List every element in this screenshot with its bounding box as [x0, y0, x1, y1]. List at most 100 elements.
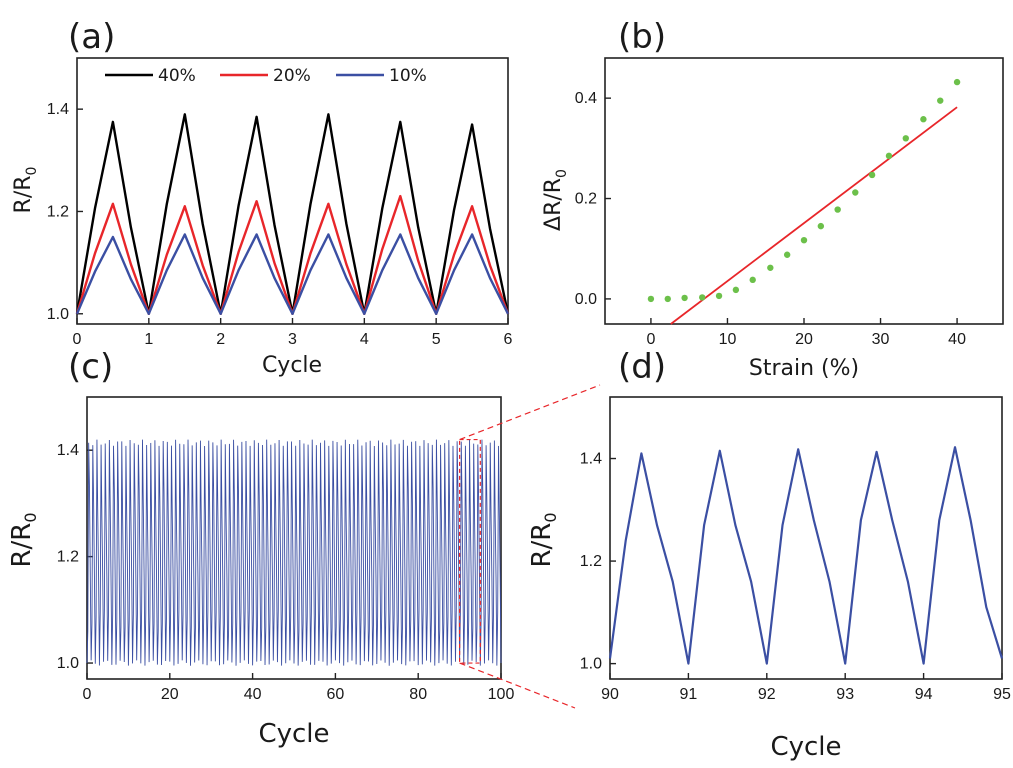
panel-a-x-label: Cycle	[262, 353, 322, 378]
panel-c-y-label: R/R0	[7, 512, 40, 567]
data-point	[749, 276, 756, 284]
panel-b-y-label: ΔR/R0	[541, 169, 570, 231]
panel-c-x-label: Cycle	[258, 719, 329, 749]
y-tick-label: 0.2	[575, 191, 597, 208]
panel-a-y-axis: 1.0 1.2 1.4	[47, 101, 83, 323]
series-line-zoom	[608, 446, 1004, 665]
y-tick-label: 1.0	[580, 656, 602, 673]
x-tick-label: 95	[993, 686, 1011, 703]
panel-c: (c) 0 20 40 60 80 100 1.0 1.2 1.4 Cycle R/R0	[7, 347, 514, 749]
x-tick-label: 100	[488, 686, 515, 703]
x-tick-label: 93	[836, 686, 854, 703]
data-point	[783, 251, 791, 258]
x-tick-label: 0	[83, 686, 92, 703]
zoom-rect	[459, 438, 481, 664]
panel-b-y-axis: 0.0 0.2 0.4	[575, 90, 611, 308]
data-point	[920, 116, 927, 123]
legend-label-10: 10%	[389, 66, 427, 86]
series-line-10%	[75, 233, 510, 315]
x-tick-label: 3	[288, 331, 297, 348]
x-tick-label: 92	[758, 686, 776, 703]
zoom-connector-bottom	[459, 662, 576, 709]
panel-d: (d) 90 91 92 93 94 95 1.0 1.2 1.4 Cycle R/R0	[527, 347, 1011, 762]
legend-label-20: 20%	[273, 66, 311, 86]
data-point	[699, 294, 706, 301]
data-point	[852, 189, 859, 196]
panel-b-x-label: Strain (%)	[749, 356, 859, 381]
panel-c-zoom-window	[459, 438, 481, 664]
y-tick-label: 1.2	[47, 203, 69, 220]
data-point	[885, 152, 893, 160]
data-point	[868, 171, 876, 179]
panel-a-label: (a)	[68, 17, 115, 57]
data-point	[647, 295, 655, 303]
x-tick-label: 90	[601, 686, 619, 703]
x-tick-label: 0	[646, 331, 655, 348]
x-tick-label: 20	[161, 686, 179, 703]
data-point	[767, 264, 774, 271]
panel-d-series	[608, 446, 1004, 665]
y-tick-label: 0.4	[575, 90, 597, 107]
x-tick-label: 60	[327, 686, 345, 703]
panel-a-x-axis: 0 1 2 3 4 5 6	[73, 318, 513, 348]
panel-d-y-label: R/R0	[527, 512, 560, 567]
data-point	[953, 78, 961, 86]
data-point	[715, 292, 723, 300]
panel-d-label: (d)	[618, 347, 666, 387]
x-tick-label: 80	[409, 686, 427, 703]
panel-c-x-axis: 0 20 40 60 80 100	[83, 673, 515, 703]
panel-d-y-axis: 1.0 1.2 1.4	[580, 451, 616, 673]
panel-c-series	[86, 439, 502, 666]
panel-b-frame	[604, 57, 1004, 325]
y-tick-label: 0.0	[575, 291, 597, 308]
fit-line	[670, 106, 958, 325]
x-tick-label: 0	[73, 331, 82, 348]
x-tick-label: 1	[144, 331, 153, 348]
data-point	[732, 286, 740, 294]
x-tick-label: 6	[504, 331, 513, 348]
x-tick-label: 2	[216, 331, 225, 348]
series-line-cyclic	[86, 439, 502, 666]
x-tick-label: 30	[872, 331, 890, 348]
panel-a-legend: 40% 20% 10%	[105, 66, 427, 86]
y-tick-label: 1.4	[580, 451, 602, 468]
panel-c-frame	[86, 396, 502, 680]
panel-d-frame	[609, 396, 1003, 680]
series-line-40%	[75, 113, 510, 315]
x-tick-label: 20	[795, 331, 813, 348]
data-point	[937, 97, 944, 104]
y-tick-label: 1.2	[580, 553, 602, 570]
panel-a-y-label: R/R0	[11, 167, 40, 214]
legend-label-40: 40%	[158, 66, 196, 86]
data-point	[817, 222, 825, 230]
x-tick-label: 91	[680, 686, 698, 703]
data-point	[902, 135, 909, 142]
y-tick-label: 1.0	[47, 306, 69, 323]
x-tick-label: 40	[948, 331, 966, 348]
zoom-connector-top	[459, 384, 601, 441]
data-point	[664, 295, 671, 303]
data-point	[800, 236, 808, 244]
panel-b-x-axis: 0 10 20 30 40	[646, 318, 966, 348]
data-point	[681, 294, 688, 302]
x-tick-label: 4	[360, 331, 369, 348]
panel-b-label: (b)	[618, 17, 666, 57]
y-tick-label: 1.0	[57, 655, 79, 672]
x-tick-label: 94	[915, 686, 933, 703]
data-point	[834, 206, 841, 213]
x-tick-label: 5	[432, 331, 441, 348]
x-tick-label: 10	[719, 331, 737, 348]
panel-d-x-label: Cycle	[770, 732, 841, 762]
panel-d-x-axis: 90 91 92 93 94 95	[601, 673, 1011, 703]
panel-b: (b) 0 10 20 30 40 0.0 0.2 0.4 Strain (%) ΔR/R0	[541, 17, 1004, 381]
zoom-connectors	[459, 384, 601, 709]
y-tick-label: 1.4	[47, 101, 69, 118]
panel-a-series	[75, 113, 510, 315]
y-tick-label: 1.4	[57, 442, 79, 459]
panel-c-y-axis: 1.0 1.2 1.4	[57, 442, 93, 672]
panel-b-series	[647, 78, 961, 325]
x-tick-label: 40	[244, 686, 262, 703]
y-tick-label: 1.2	[57, 549, 79, 566]
